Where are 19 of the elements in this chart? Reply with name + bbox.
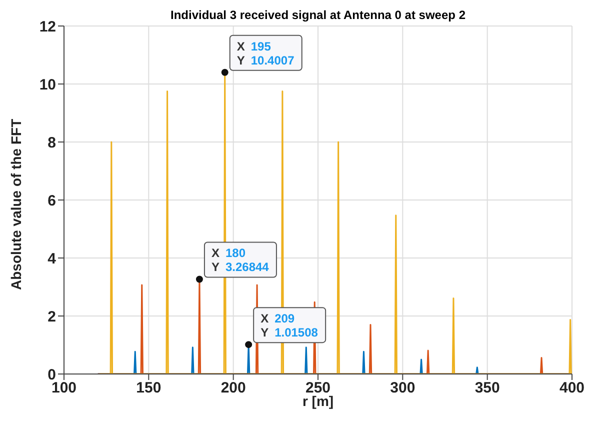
y-tick-label: 4 <box>48 250 57 268</box>
chart-title: Individual 3 received signal at Antenna 0 at sweep 2 <box>170 8 466 22</box>
x-tick-label: 300 <box>390 380 416 397</box>
y-tick-label: 12 <box>39 18 56 36</box>
datatip: X 195 Y 10.4007 <box>229 34 302 71</box>
datatip: X 180 Y 3.26844 <box>204 242 277 278</box>
x-tick-label: 400 <box>559 380 585 397</box>
x-tick-label: 150 <box>136 380 162 397</box>
x-tick-label: 350 <box>474 380 500 397</box>
annotation: X 209 Y 1.01508 <box>260 312 318 340</box>
annotation: X 180 Y 3.26844 <box>211 246 270 274</box>
y-tick-label: 10 <box>39 76 56 94</box>
x-tick-label: 200 <box>220 380 246 397</box>
datatip: X 209 Y 1.01508 <box>253 307 326 344</box>
y-axis-title: Absolute value of the FFT <box>8 118 24 290</box>
y-tick-label: 6 <box>48 192 56 210</box>
y-tick-label: 8 <box>48 134 56 152</box>
annotation: X 195 Y 10.4007 <box>236 39 295 68</box>
y-tick-label: 2 <box>48 308 56 326</box>
